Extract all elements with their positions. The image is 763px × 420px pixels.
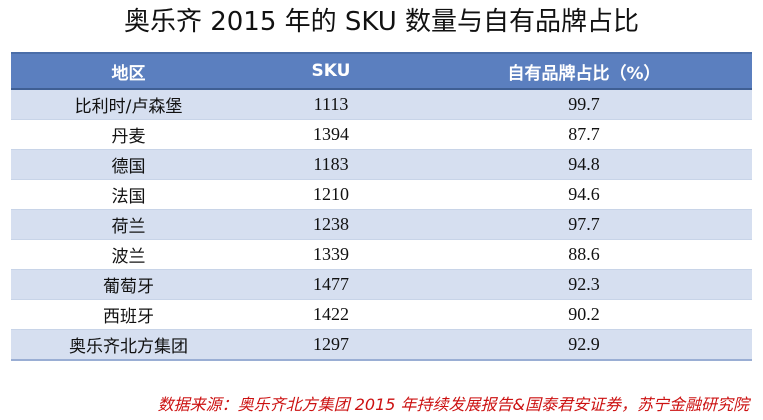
cell-region: 丹麦 — [11, 119, 246, 150]
table-row: 葡萄牙 1477 92.3 — [11, 269, 752, 300]
cell-region: 比利时/卢森堡 — [11, 89, 246, 120]
header-private-label-share: 自有品牌占比（%） — [416, 52, 752, 90]
cell-share: 94.8 — [416, 149, 752, 180]
cell-share: 87.7 — [416, 119, 752, 150]
cell-region: 波兰 — [11, 239, 246, 270]
header-region: 地区 — [11, 52, 246, 90]
cell-region: 法国 — [11, 179, 246, 210]
table-row: 奥乐齐北方集团 1297 92.9 — [11, 329, 752, 361]
cell-region: 荷兰 — [11, 209, 246, 240]
data-table: 地区 SKU 自有品牌占比（%） 比利时/卢森堡 1113 99.7 丹麦 13… — [11, 52, 752, 361]
table-row: 荷兰 1238 97.7 — [11, 209, 752, 240]
cell-sku: 1210 — [246, 179, 416, 210]
cell-sku: 1297 — [246, 329, 416, 361]
table-row: 比利时/卢森堡 1113 99.7 — [11, 89, 752, 120]
cell-sku: 1183 — [246, 149, 416, 180]
header-sku: SKU — [246, 52, 416, 90]
cell-region: 西班牙 — [11, 299, 246, 330]
cell-share: 92.3 — [416, 269, 752, 300]
table-row: 德国 1183 94.8 — [11, 149, 752, 180]
cell-share: 97.7 — [416, 209, 752, 240]
table-row: 法国 1210 94.6 — [11, 179, 752, 210]
page-title: 奥乐齐 2015 年的 SKU 数量与自有品牌占比 — [123, 7, 640, 37]
cell-sku: 1477 — [246, 269, 416, 300]
cell-sku: 1394 — [246, 119, 416, 150]
table-row: 丹麦 1394 87.7 — [11, 119, 752, 150]
cell-region: 德国 — [11, 149, 246, 180]
cell-share: 99.7 — [416, 89, 752, 120]
table-row: 西班牙 1422 90.2 — [11, 299, 752, 330]
cell-sku: 1339 — [246, 239, 416, 270]
cell-region: 奥乐齐北方集团 — [11, 329, 246, 361]
data-source-note: 数据来源：奥乐齐北方集团 2015 年持续发展报告&国泰君安证券，苏宁金融研究院 — [157, 395, 749, 414]
cell-share: 94.6 — [416, 179, 752, 210]
table-row: 波兰 1339 88.6 — [11, 239, 752, 270]
cell-share: 90.2 — [416, 299, 752, 330]
cell-share: 92.9 — [416, 329, 752, 361]
cell-sku: 1422 — [246, 299, 416, 330]
cell-sku: 1113 — [246, 89, 416, 120]
cell-share: 88.6 — [416, 239, 752, 270]
cell-region: 葡萄牙 — [11, 269, 246, 300]
cell-sku: 1238 — [246, 209, 416, 240]
table-header-row: 地区 SKU 自有品牌占比（%） — [11, 52, 752, 90]
